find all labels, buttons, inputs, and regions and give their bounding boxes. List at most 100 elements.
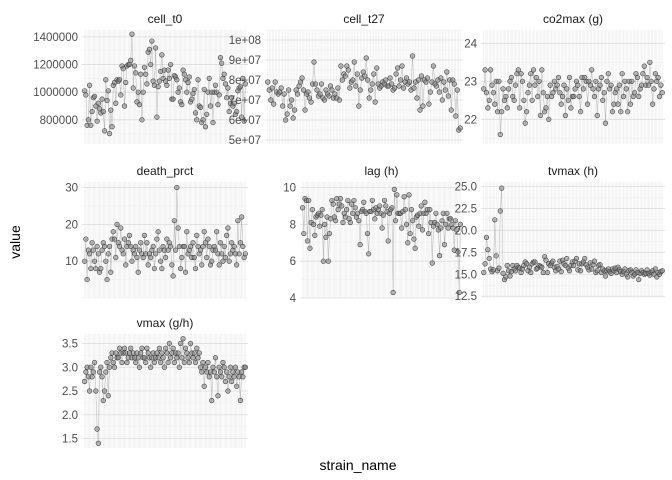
data-point bbox=[425, 230, 432, 237]
data-point bbox=[363, 55, 369, 61]
series-segment bbox=[242, 78, 245, 122]
data-point bbox=[135, 89, 141, 95]
data-point bbox=[227, 364, 234, 370]
series-segment bbox=[366, 57, 368, 81]
series-segment bbox=[458, 224, 461, 293]
series-segment bbox=[415, 81, 418, 99]
y-tick-label: 22 bbox=[464, 114, 477, 126]
data-point bbox=[426, 101, 432, 107]
data-point bbox=[441, 242, 448, 248]
data-point bbox=[101, 243, 108, 250]
series-segment bbox=[430, 222, 433, 264]
data-point bbox=[204, 111, 210, 117]
data-point bbox=[230, 369, 236, 375]
data-point bbox=[124, 359, 130, 366]
data-point bbox=[528, 71, 534, 77]
series-segment bbox=[358, 89, 361, 107]
data-point bbox=[566, 74, 573, 81]
data-point bbox=[311, 221, 317, 227]
data-point bbox=[591, 258, 598, 264]
series-segment bbox=[165, 239, 168, 258]
data-point bbox=[226, 374, 232, 380]
data-point bbox=[141, 355, 148, 361]
series-segment bbox=[216, 376, 219, 396]
data-point bbox=[272, 79, 278, 85]
data-point bbox=[629, 78, 635, 84]
series-segment bbox=[130, 34, 133, 61]
data-point bbox=[445, 225, 451, 231]
series-segment bbox=[456, 229, 459, 252]
data-point bbox=[151, 359, 158, 366]
data-point bbox=[652, 266, 658, 272]
data-point bbox=[512, 82, 519, 88]
data-point bbox=[536, 78, 542, 84]
data-point bbox=[399, 225, 405, 231]
data-point bbox=[108, 107, 114, 113]
data-point bbox=[602, 273, 609, 279]
data-point bbox=[636, 93, 642, 100]
data-point bbox=[131, 63, 138, 69]
series-segment bbox=[237, 220, 240, 254]
data-point bbox=[135, 269, 141, 275]
data-point bbox=[455, 249, 461, 255]
data-point bbox=[192, 110, 199, 116]
data-point bbox=[116, 345, 123, 351]
data-point bbox=[526, 264, 532, 270]
facet-panel: cell_t27 5e+07 6e+07 7e+07 8e+07 9e+07 1e+08 bbox=[229, 12, 463, 147]
facet-panels: cell_t0800000100000012000001400000cell_t… bbox=[33, 12, 665, 448]
series-segment bbox=[179, 343, 181, 368]
data-point bbox=[95, 100, 101, 106]
data-point bbox=[278, 85, 284, 91]
series-segment bbox=[617, 85, 620, 105]
series-segment bbox=[151, 41, 154, 82]
data-point bbox=[394, 65, 401, 71]
data-point bbox=[187, 243, 194, 250]
data-point bbox=[454, 227, 460, 233]
data-point bbox=[95, 251, 101, 257]
data-point bbox=[659, 268, 665, 274]
data-point bbox=[410, 218, 416, 224]
data-point bbox=[154, 350, 160, 356]
data-point bbox=[490, 90, 496, 96]
data-point bbox=[200, 117, 206, 123]
data-point bbox=[104, 276, 110, 283]
data-point bbox=[418, 203, 424, 209]
series-segment bbox=[421, 205, 423, 230]
data-point bbox=[240, 75, 246, 81]
series-segment bbox=[94, 362, 97, 392]
data-point bbox=[242, 81, 248, 87]
data-point bbox=[100, 397, 106, 404]
data-point bbox=[126, 232, 133, 238]
data-point bbox=[374, 65, 380, 71]
data-point bbox=[320, 258, 327, 264]
data-point bbox=[337, 195, 344, 202]
data-point bbox=[589, 266, 595, 272]
data-point bbox=[407, 230, 413, 237]
data-point bbox=[110, 359, 116, 366]
facet-strip-label: lag (h) bbox=[364, 164, 398, 178]
series-segment bbox=[620, 73, 623, 112]
data-point bbox=[242, 364, 248, 370]
data-point bbox=[575, 82, 581, 88]
data-point bbox=[139, 117, 145, 123]
data-point bbox=[205, 359, 211, 366]
series-segment bbox=[563, 85, 566, 116]
series-segment bbox=[115, 224, 118, 258]
series-segment bbox=[452, 228, 455, 251]
data-point bbox=[169, 262, 175, 268]
data-point bbox=[451, 81, 457, 87]
series-segment bbox=[367, 233, 369, 254]
data-point bbox=[206, 243, 212, 250]
series-segment bbox=[100, 250, 103, 269]
data-point bbox=[393, 71, 399, 77]
data-point bbox=[305, 89, 311, 95]
data-point bbox=[224, 95, 230, 101]
series-segment bbox=[500, 111, 502, 135]
data-point bbox=[442, 87, 448, 93]
data-point bbox=[202, 240, 209, 246]
series-segment bbox=[438, 229, 440, 256]
data-point bbox=[239, 114, 245, 120]
series-segment bbox=[569, 77, 572, 108]
data-point bbox=[504, 262, 510, 269]
data-point bbox=[493, 253, 499, 259]
